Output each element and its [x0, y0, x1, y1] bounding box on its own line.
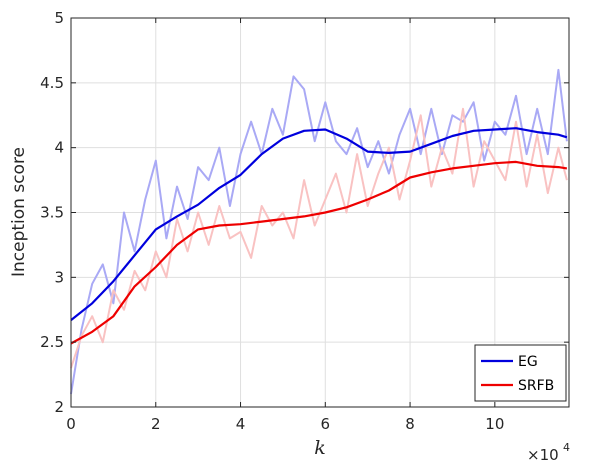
y-axis-label: Inception score [9, 147, 29, 277]
x-tick-label: 10 [485, 415, 504, 433]
x-axis-label: k [314, 437, 326, 459]
smoothed-series-lines [70, 127, 568, 345]
y-tick-labels: 2 2.5 3 3.5 4 4.5 5 [40, 9, 64, 416]
series-line-eg [70, 127, 568, 321]
y-tick-label: 5 [54, 9, 64, 27]
x-tick-label: 6 [321, 415, 331, 433]
y-tick-label: 2.5 [40, 333, 64, 351]
legend-label-eg: EG [518, 354, 538, 370]
y-tick-label: 4 [54, 139, 64, 157]
y-tick-label: 2 [54, 398, 64, 416]
legend-box [474, 344, 567, 402]
x-tick-label: 0 [66, 415, 76, 433]
x-tick-labels: 0 2 4 6 8 10 [66, 415, 504, 433]
legend: EG SRFB [474, 344, 567, 402]
y-tick-label: 4.5 [40, 74, 64, 92]
series-line-srfb [70, 160, 568, 345]
legend-label-srfb: SRFB [518, 378, 554, 394]
x-axis-multiplier-exponent: 4 [563, 441, 570, 454]
axis-ticks [70, 17, 569, 408]
x-tick-label: 2 [151, 415, 161, 433]
x-axis-multiplier: ×10 [527, 446, 559, 464]
x-tick-label: 8 [405, 415, 415, 433]
y-tick-label: 3 [54, 268, 64, 286]
x-tick-label: 4 [236, 415, 246, 433]
raw-line-eg [70, 68, 568, 395]
y-tick-label: 3.5 [40, 204, 64, 222]
